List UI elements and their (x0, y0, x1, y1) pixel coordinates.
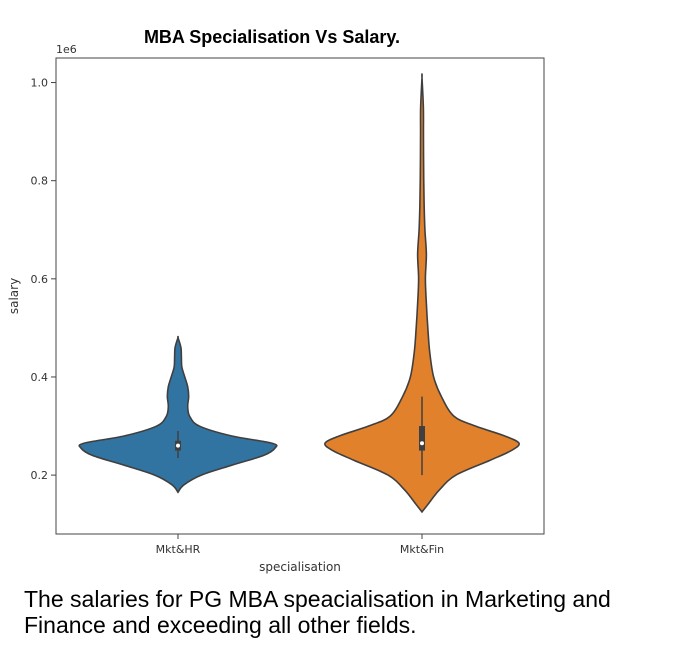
x-tick-label: Mkt&HR (156, 543, 201, 556)
violin-body-mkt-hr (78, 335, 278, 494)
violin-chart: MBA Specialisation Vs Salary. 1e6 0.2 0.4… (7, 27, 545, 574)
y-axis-label: salary (7, 278, 21, 314)
y-ticks: 0.2 0.4 0.6 0.8 1.0 (31, 77, 56, 482)
y-tick-label: 0.4 (31, 371, 49, 384)
y-tick-label: 0.2 (31, 469, 49, 482)
x-axis-label: specialisation (259, 560, 341, 574)
x-ticks: Mkt&HR Mkt&Fin (156, 534, 444, 556)
y-offset-label: 1e6 (56, 43, 77, 56)
y-tick-label: 1.0 (31, 77, 49, 90)
violin-median-point (420, 441, 424, 446)
violin-iqr-box (419, 426, 425, 451)
plot-area (55, 57, 545, 535)
violin-median-point (176, 443, 180, 448)
y-tick-label: 0.8 (31, 175, 49, 188)
violin-body-mkt-fin (324, 73, 520, 514)
caption-text: The salaries for PG MBA speacialisation … (24, 586, 611, 638)
violins-group (78, 73, 520, 514)
chart-title: MBA Specialisation Vs Salary. (144, 27, 400, 47)
x-tick-label: Mkt&Fin (400, 543, 444, 556)
y-tick-label: 0.6 (31, 273, 49, 286)
